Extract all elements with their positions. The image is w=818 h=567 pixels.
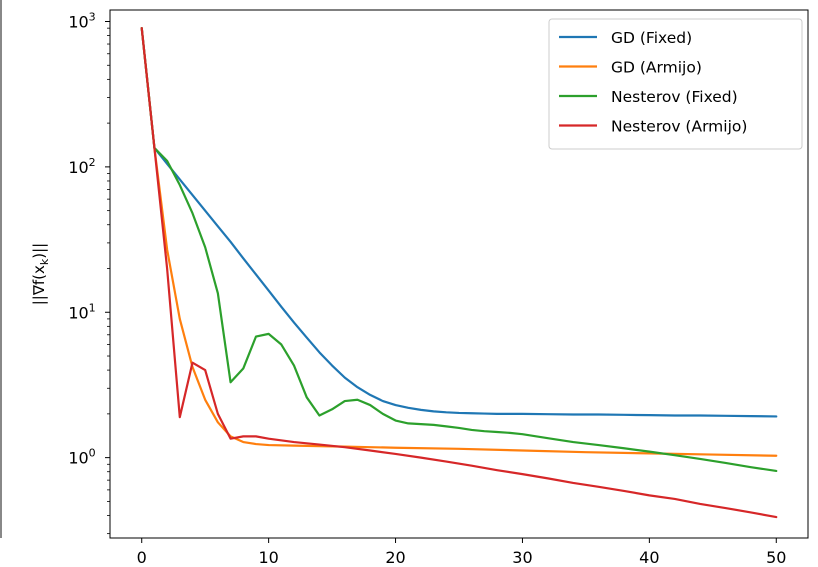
y-tick-label: 100 <box>68 447 95 468</box>
series-line-2 <box>140 27 778 473</box>
legend-label-1: GD (Armijo) <box>611 59 702 77</box>
x-axis: 0 10 20 30 40 50 <box>137 538 786 567</box>
x-tick-label: 30 <box>512 548 532 567</box>
legend-label-3: Nesterov (Armijo) <box>611 118 747 136</box>
legend-box <box>548 18 803 150</box>
x-tick-label: 0 <box>137 548 147 567</box>
series-line-1 <box>140 27 778 457</box>
y-tick-label: 101 <box>68 301 95 322</box>
series-line-3 <box>140 27 778 519</box>
y-tick-label: 103 <box>68 11 95 32</box>
left-edge-divider <box>0 0 2 538</box>
x-tick-label: 20 <box>385 548 405 567</box>
x-tick-label: 40 <box>639 548 659 567</box>
y-axis-label: ||∇f(xk)|| <box>30 243 51 306</box>
y-tick-label: 102 <box>68 156 95 177</box>
series-line-0 <box>140 27 778 418</box>
series-layer <box>140 27 778 519</box>
legend: GD (Fixed) GD (Armijo) Nesterov (Fixed) Nes… <box>548 18 803 150</box>
legend-label-0: GD (Fixed) <box>611 29 692 47</box>
y-axis-label-group: ||∇f(xk)|| <box>30 243 51 306</box>
legend-label-2: Nesterov (Fixed) <box>611 88 738 106</box>
x-tick-label: 50 <box>766 548 786 567</box>
x-tick-label: 10 <box>258 548 278 567</box>
plot-frame <box>109 9 809 539</box>
y-axis: 100 101 102 103 <box>68 11 110 535</box>
